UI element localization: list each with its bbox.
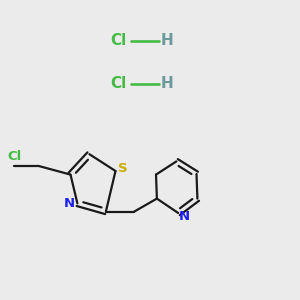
- Text: H: H: [160, 33, 173, 48]
- Text: S: S: [118, 161, 128, 175]
- Text: Cl: Cl: [7, 150, 21, 164]
- Text: N: N: [179, 210, 190, 223]
- Text: N: N: [63, 197, 75, 210]
- Text: Cl: Cl: [110, 33, 127, 48]
- Text: H: H: [160, 76, 173, 92]
- Text: Cl: Cl: [110, 76, 127, 92]
